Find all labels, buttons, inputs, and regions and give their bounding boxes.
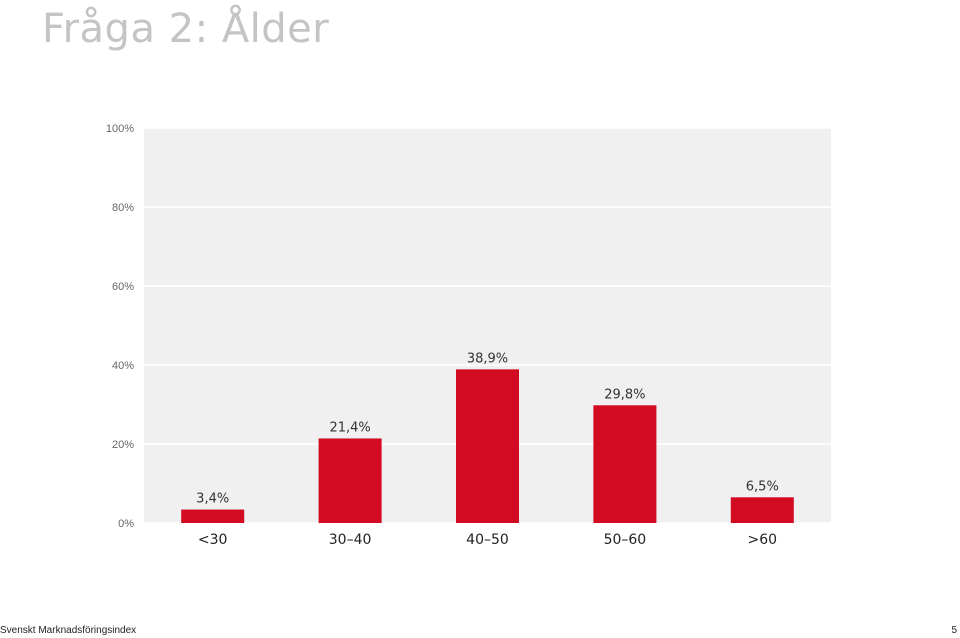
x-tick-label: <30 xyxy=(198,532,228,548)
x-tick-label: >60 xyxy=(748,532,778,548)
bars xyxy=(181,369,794,523)
bar xyxy=(593,405,657,523)
y-tick-label: 40% xyxy=(112,360,134,372)
x-tick-label: 40–50 xyxy=(466,532,509,548)
y-tick-label: 60% xyxy=(112,281,134,293)
data-labels: 3,4% 21,4% 38,9% 29,8% 6,5% xyxy=(196,351,779,506)
y-tick-label: 20% xyxy=(112,439,134,451)
data-label: 3,4% xyxy=(196,492,229,507)
page-title: Fråga 2: Ålder xyxy=(42,6,330,52)
footer-text: Svenskt Marknadsföringsindex xyxy=(0,625,137,636)
y-axis-ticks: 0% 20% 40% 60% 80% 100% xyxy=(106,123,134,530)
bar xyxy=(730,497,794,523)
y-tick-label: 80% xyxy=(112,202,134,214)
x-tick-label: 30–40 xyxy=(329,532,372,548)
x-axis-ticks: <30 30–40 40–50 50–60 >60 xyxy=(198,532,777,548)
x-tick-label: 50–60 xyxy=(604,532,647,548)
data-label: 38,9% xyxy=(467,351,508,366)
data-label: 6,5% xyxy=(746,479,779,494)
bar xyxy=(181,509,245,523)
bar-chart: 0% 20% 40% 60% 80% 100% 3,4% 21,4% 38,9% 29,8% 6,… xyxy=(106,123,831,548)
page-number: 5 xyxy=(951,625,957,636)
y-tick-label: 0% xyxy=(118,518,134,530)
bar xyxy=(318,438,382,523)
data-label: 21,4% xyxy=(329,420,370,435)
y-tick-label: 100% xyxy=(106,123,134,135)
data-label: 29,8% xyxy=(604,387,645,402)
bar xyxy=(456,369,519,523)
